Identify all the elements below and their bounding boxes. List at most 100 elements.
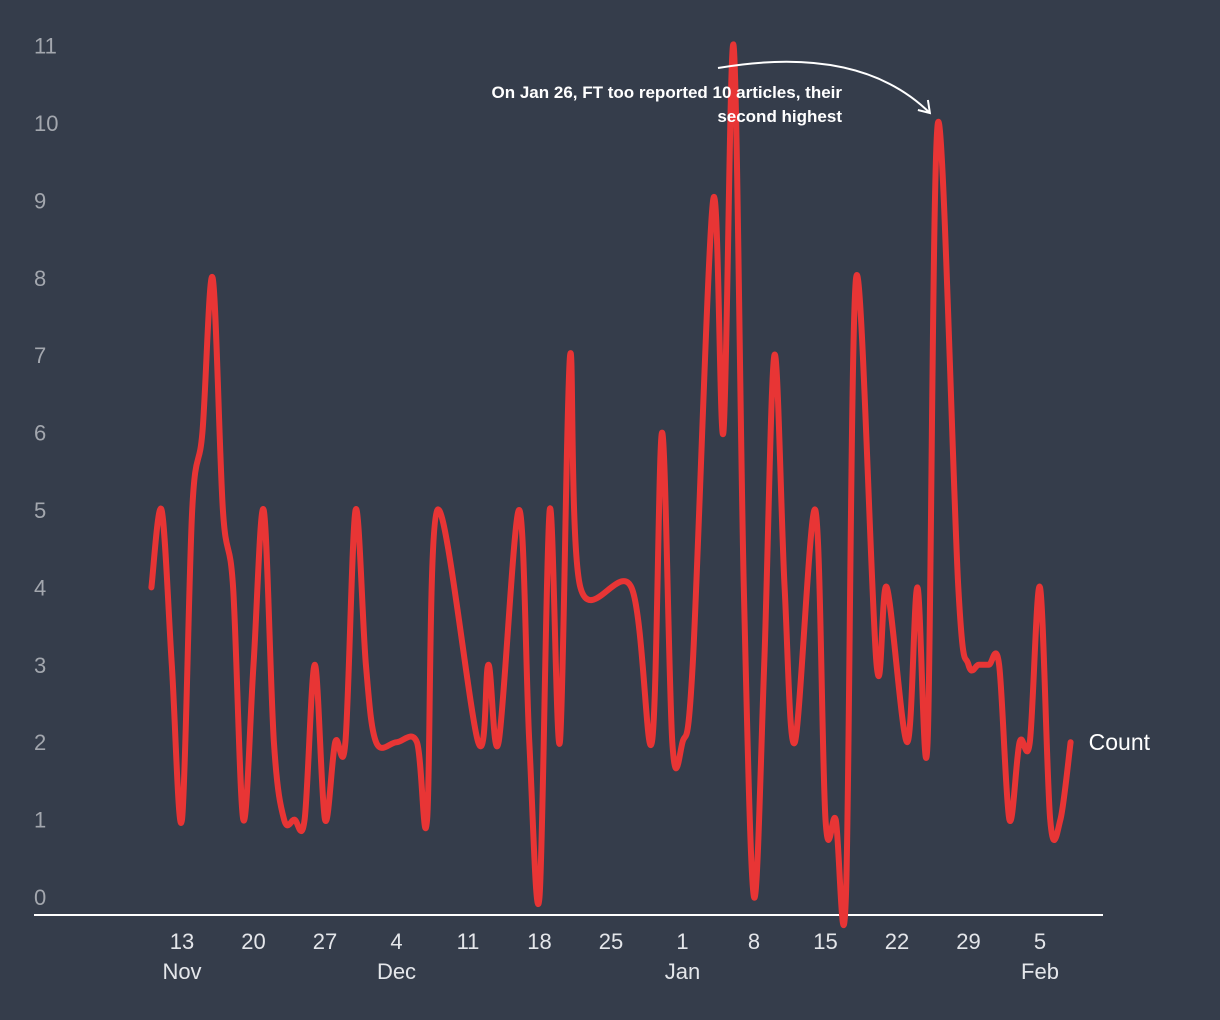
- x-tick-label: 18: [527, 929, 551, 954]
- data-point: [1068, 739, 1074, 745]
- data-point: [179, 817, 185, 823]
- data-point: [302, 817, 308, 823]
- x-tick-label: 27: [313, 929, 337, 954]
- data-point: [557, 739, 563, 745]
- data-point: [986, 662, 992, 668]
- y-axis: 0 1 2 3 4 5 6 7 8 9 10 11: [34, 34, 58, 910]
- x-tick-label: 25: [599, 929, 623, 954]
- data-point: [720, 430, 726, 436]
- data-point: [761, 662, 767, 668]
- data-point: [925, 739, 931, 745]
- data-point: [1057, 817, 1063, 823]
- data-point: [935, 120, 941, 126]
- data-point: [966, 662, 972, 668]
- data-point: [496, 739, 502, 745]
- data-point: [312, 662, 318, 668]
- data-point: [353, 507, 359, 513]
- data-point: [792, 739, 798, 745]
- data-point: [1006, 817, 1012, 823]
- x-tick-label: 4: [390, 929, 402, 954]
- x-tick-label: 22: [885, 929, 909, 954]
- series-label: Count: [1089, 729, 1151, 755]
- x-tick-label: 15: [813, 929, 837, 954]
- data-point: [955, 584, 961, 590]
- data-point: [1017, 739, 1023, 745]
- data-point: [537, 894, 543, 900]
- data-point: [853, 275, 859, 281]
- data-point: [567, 352, 573, 358]
- data-point: [833, 817, 839, 823]
- data-point: [710, 197, 716, 203]
- x-tick-label: 29: [956, 929, 980, 954]
- data-point: [782, 584, 788, 590]
- y-tick-label: 1: [34, 808, 46, 833]
- annotation-arrowhead: [917, 99, 932, 115]
- annotation-text: On Jan 26, FT too reported 10 articles, …: [492, 83, 843, 102]
- data-point: [996, 662, 1002, 668]
- data-point: [649, 739, 655, 745]
- data-point: [976, 662, 982, 668]
- data-point: [659, 430, 665, 436]
- data-point: [434, 507, 440, 513]
- data-point: [1047, 817, 1053, 823]
- data-point: [169, 662, 175, 668]
- data-point: [159, 507, 165, 513]
- x-tick-label: 8: [748, 929, 760, 954]
- data-point: [843, 894, 849, 900]
- y-tick-label: 7: [34, 343, 46, 368]
- x-month-label: Dec: [377, 959, 416, 984]
- series-layer: Count: [148, 41, 1151, 929]
- y-tick-label: 5: [34, 498, 46, 523]
- y-tick-label: 6: [34, 421, 46, 446]
- x-axis: 13 Nov 20 27 4 Dec 11 18 25 1 Jan 8 15 22 29 5 Feb: [34, 914, 1103, 984]
- data-point: [220, 507, 226, 513]
- y-tick-label: 8: [34, 266, 46, 291]
- data-point: [271, 739, 277, 745]
- x-tick-label: 5: [1034, 929, 1046, 954]
- data-point: [291, 817, 297, 823]
- y-tick-label: 9: [34, 188, 46, 213]
- x-tick-label: 20: [241, 929, 265, 954]
- y-tick-label: 3: [34, 653, 46, 678]
- annotation-text: second highest: [717, 107, 842, 126]
- data-point: [281, 817, 287, 823]
- data-point: [741, 584, 747, 590]
- data-point: [373, 739, 379, 745]
- x-month-label: Jan: [665, 959, 700, 984]
- data-point: [189, 507, 195, 513]
- series-line: [148, 41, 1074, 929]
- x-tick-label: 13: [170, 929, 194, 954]
- data-point: [823, 817, 829, 823]
- data-point: [914, 584, 920, 590]
- data-point: [577, 584, 583, 590]
- x-tick-label: 1: [676, 929, 688, 954]
- annotation-layer: On Jan 26, FT too reported 10 articles, …: [492, 60, 932, 126]
- data-point: [628, 584, 634, 590]
- y-tick-label: 0: [34, 885, 46, 910]
- data-point: [322, 817, 328, 823]
- y-tick-label: 2: [34, 730, 46, 755]
- data-point: [414, 739, 420, 745]
- x-tick-label: 11: [457, 929, 480, 954]
- data-point: [485, 662, 491, 668]
- data-point: [874, 662, 880, 668]
- data-point: [669, 739, 675, 745]
- data-point: [210, 275, 216, 281]
- data-point: [475, 739, 481, 745]
- data-point: [812, 507, 818, 513]
- data-point: [199, 430, 205, 436]
- data-point: [690, 662, 696, 668]
- data-point: [332, 739, 338, 745]
- data-point: [771, 352, 777, 358]
- data-point: [680, 739, 686, 745]
- annotation-arrow: [717, 60, 931, 114]
- data-point: [230, 584, 236, 590]
- data-point: [884, 584, 890, 590]
- y-tick-label: 4: [34, 575, 46, 600]
- y-tick-label: 10: [34, 111, 58, 136]
- data-point: [363, 662, 369, 668]
- data-point: [516, 507, 522, 513]
- data-point: [424, 817, 430, 823]
